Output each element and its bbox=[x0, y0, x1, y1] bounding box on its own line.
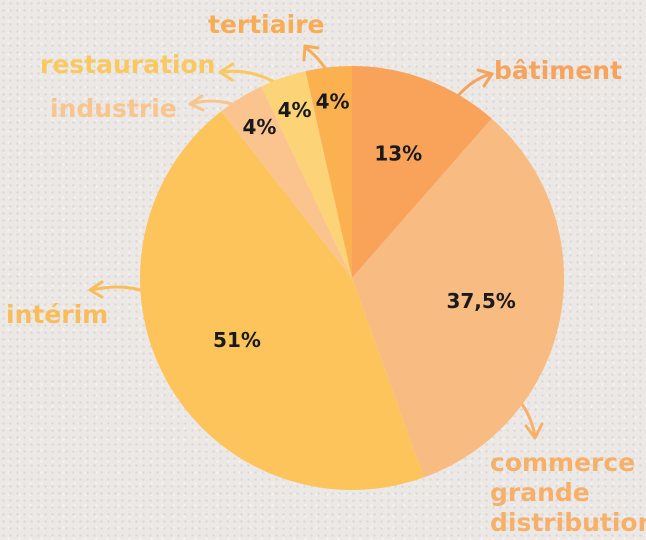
category-label: intérim bbox=[6, 300, 109, 329]
arrow bbox=[88, 280, 142, 299]
arrow bbox=[218, 62, 280, 86]
data-label: 4% bbox=[316, 90, 350, 114]
category-label: restauration bbox=[40, 50, 216, 79]
data-label: 51% bbox=[213, 328, 261, 352]
data-label: 13% bbox=[374, 141, 422, 165]
category-label: tertiaire bbox=[208, 10, 325, 39]
data-label: 4% bbox=[243, 115, 277, 139]
pie-slice bbox=[261, 71, 352, 278]
pie-slice bbox=[305, 66, 352, 278]
data-label: 4% bbox=[278, 98, 312, 122]
pie-slice bbox=[140, 111, 424, 491]
arrow bbox=[188, 94, 234, 112]
arrow bbox=[302, 44, 327, 70]
data-label: 37,5% bbox=[446, 289, 515, 313]
pie-slice bbox=[221, 86, 352, 278]
category-label: industrie bbox=[50, 94, 177, 123]
category-label: bâtiment bbox=[494, 56, 623, 85]
pie-slice bbox=[352, 66, 492, 278]
category-label: commerce grande distribution bbox=[490, 448, 646, 537]
pie-slice bbox=[352, 118, 564, 478]
